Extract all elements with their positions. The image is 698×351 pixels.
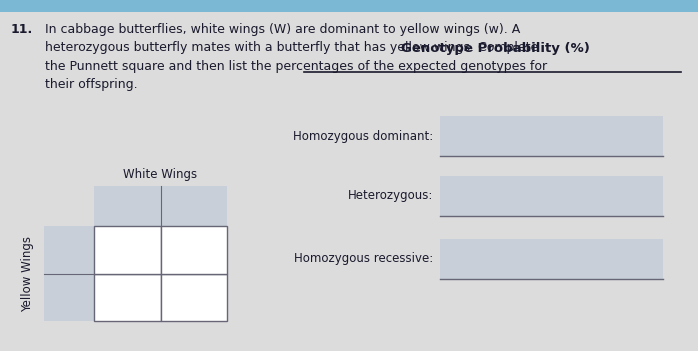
Text: In cabbage butterflies, white wings (W) are dominant to yellow wings (w). A
hete: In cabbage butterflies, white wings (W) … [45,23,547,91]
Text: Heterozygous:: Heterozygous: [348,189,433,202]
Bar [45,226,94,321]
Bar [440,176,663,216]
Bar [0,0,698,12]
Text: Genotype Probability (%): Genotype Probability (%) [401,42,590,55]
Bar [440,116,663,156]
Bar [94,274,161,321]
Bar [94,226,161,274]
Text: Yellow Wings: Yellow Wings [20,236,34,312]
Text: White Wings: White Wings [124,168,198,181]
Bar [161,274,227,321]
Bar [161,226,227,274]
Bar [94,186,227,226]
Bar [440,239,663,279]
Text: 11.: 11. [10,23,33,36]
Text: Homozygous dominant:: Homozygous dominant: [292,130,433,143]
Text: Homozygous recessive:: Homozygous recessive: [294,252,433,265]
